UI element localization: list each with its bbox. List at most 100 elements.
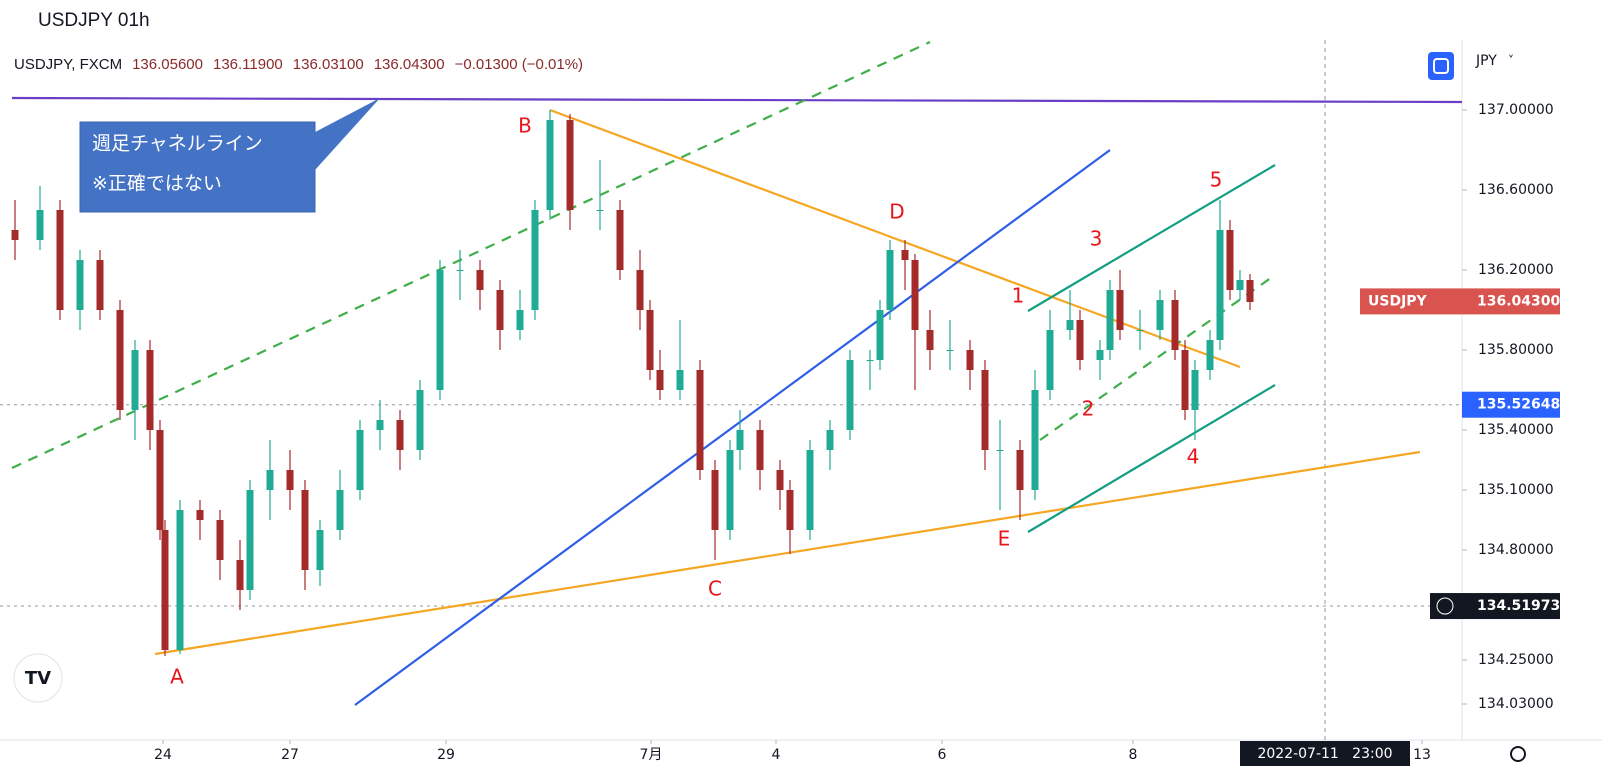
candle-body (156, 430, 164, 530)
candle-body (726, 450, 734, 530)
x-tick-label: 29 (437, 747, 455, 763)
callout: 週足チャネルライン ※正確ではない (79, 98, 380, 213)
legend: USDJPY, FXCM 136.05600 136.11900 136.031… (14, 56, 583, 73)
candle-body (946, 350, 954, 351)
y-tick-label: 135.10000 (1478, 482, 1554, 498)
trend-line (549, 108, 1241, 369)
y-tick-label: 134.80000 (1478, 542, 1554, 558)
candle-body (356, 430, 364, 490)
y-tick-label: 134.25000 (1478, 652, 1554, 668)
candle-body (1171, 300, 1179, 350)
candle-body (876, 310, 884, 360)
candle-body (11, 230, 19, 240)
candle-body (1031, 390, 1039, 490)
candle-body (36, 210, 44, 240)
annotation: B (518, 114, 532, 138)
candle-body (1046, 330, 1054, 390)
candle-body (1206, 340, 1214, 370)
candle-body (516, 310, 524, 330)
y-tick-label: 135.40000 (1478, 422, 1554, 438)
y-tick-label: 134.03000 (1478, 696, 1554, 712)
x-tick-label: 6 (938, 747, 947, 763)
trend-line (1027, 164, 1276, 312)
x-tick-label: 8 (1129, 747, 1138, 763)
symbol: USDJPY, FXCM (14, 56, 123, 73)
candle-body (1156, 300, 1164, 330)
candle-body (436, 270, 444, 390)
candle-body (1066, 320, 1074, 330)
candle-body (636, 270, 644, 310)
icon (1433, 58, 1449, 74)
settings-icon[interactable] (1510, 746, 1526, 762)
logo (13, 653, 63, 703)
candle-body (531, 210, 539, 310)
candle-body (901, 250, 909, 260)
candle-body (456, 270, 464, 271)
candle-body (1096, 350, 1104, 360)
candle-body (826, 430, 834, 450)
trend-line (154, 450, 1421, 656)
candle-body (266, 470, 274, 490)
annotation: E (998, 527, 1011, 551)
y-tick-label: 136.20000 (1478, 262, 1554, 278)
x-tick-label: 4 (772, 747, 781, 763)
candle-body (596, 210, 604, 211)
callout-box (79, 121, 316, 213)
crosshair-label: 2022-07-11 23:00 (1257, 746, 1392, 762)
candle-body (376, 420, 384, 430)
candle-body (966, 350, 974, 370)
x-tick-label: 13 (1413, 747, 1431, 763)
candle-body (776, 470, 784, 490)
axes: 137.00000 136.60000 136.20000 135.80000 135.… (154, 102, 1561, 766)
candle-body (546, 120, 554, 210)
high: 136.11900 (212, 56, 283, 73)
open: 136.05600 (132, 56, 203, 73)
candle-body (1246, 280, 1254, 302)
price-tag-bg (1430, 593, 1560, 620)
candle-body (1191, 370, 1199, 410)
candle-body (886, 250, 894, 310)
y-tick-label: 137.00000 (1478, 102, 1554, 118)
candle-body (396, 420, 404, 450)
auto-scale-button[interactable] (1428, 52, 1454, 80)
add-button (1436, 597, 1454, 615)
x-tick-label: 27 (281, 747, 299, 763)
chart-title: USDJPY 01h (38, 10, 150, 31)
price-tag-bg (1462, 391, 1560, 418)
price-tag-name: USDJPY (1368, 293, 1428, 309)
change: −0.01300 (−0.01%) (454, 56, 584, 73)
candle-body (196, 510, 204, 520)
candle-body (496, 290, 504, 330)
candle-body (176, 510, 184, 650)
price-tag-label: 135.52648 (1477, 397, 1560, 413)
candle-body (786, 490, 794, 530)
trend-line (1039, 274, 1276, 441)
trend-line (11, 96, 1463, 104)
y-tick-label: 135.80000 (1478, 342, 1554, 358)
crosshair-label-bg (1240, 741, 1410, 766)
drawings (0, 40, 1463, 740)
candle-body (846, 360, 854, 430)
candle-body (1016, 450, 1024, 490)
candle-body (656, 370, 664, 390)
candle-body (316, 530, 324, 570)
candle-body (1226, 230, 1234, 290)
candle-body (1116, 290, 1124, 330)
candle-body (1236, 280, 1244, 290)
x-tick-label: 24 (154, 747, 172, 763)
candle-body (1076, 320, 1084, 360)
candle-body (336, 490, 344, 530)
candle-body (711, 470, 719, 530)
annotation: D (889, 200, 904, 224)
annotations: A B C D E 1 2 3 4 5 (170, 114, 1222, 689)
annotation: 1 (1012, 284, 1025, 308)
callout-text: 週足チャネルライン (92, 133, 263, 155)
annotation: C (708, 577, 722, 601)
candle-body (236, 560, 244, 590)
trend-line (354, 149, 1111, 706)
y-tick-label: 136.60000 (1478, 182, 1554, 198)
currency[interactable]: JPY (1475, 53, 1497, 69)
low: 136.03100 (292, 56, 364, 73)
